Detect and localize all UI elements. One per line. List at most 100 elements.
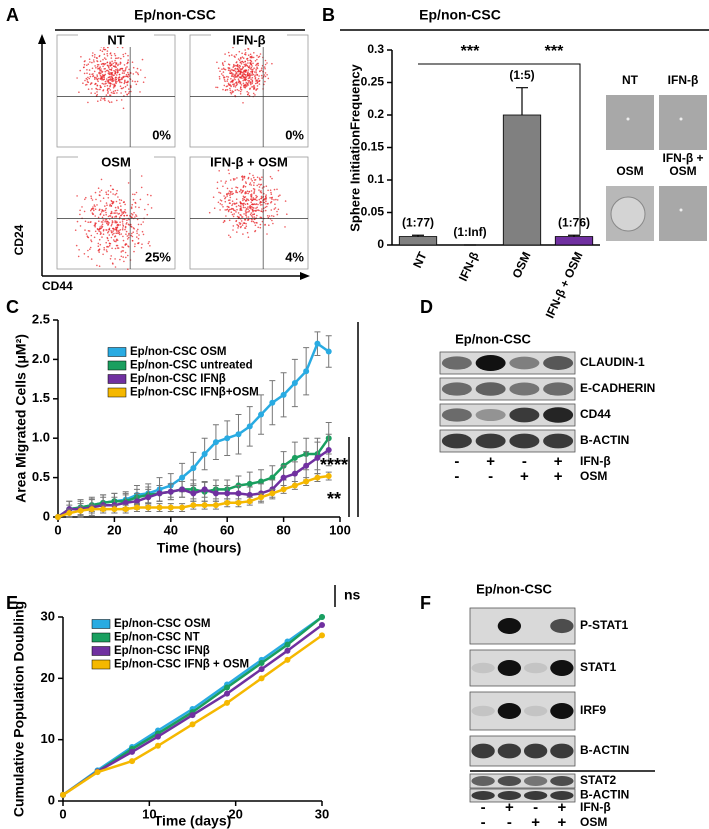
event-dot: [106, 204, 108, 206]
event-dot: [251, 180, 253, 182]
event-dot: [100, 189, 103, 192]
event-dot: [247, 208, 249, 210]
error-bar: [412, 234, 424, 237]
event-dot: [271, 215, 273, 217]
event-dot: [101, 79, 103, 81]
event-dot: [231, 191, 233, 193]
event-dot: [229, 196, 232, 199]
event-dot: [119, 81, 121, 83]
legend-swatch: [91, 659, 111, 670]
event-dot: [251, 86, 253, 88]
event-dot: [122, 86, 125, 89]
event-dot: [89, 248, 91, 250]
event-dot: [245, 212, 247, 215]
event-dot: [88, 77, 91, 80]
event-dot: [113, 92, 116, 94]
event-dot: [244, 181, 247, 183]
event-dot: [116, 212, 118, 214]
event-dot: [135, 83, 138, 86]
event-dot: [105, 241, 107, 244]
event-dot: [244, 210, 247, 212]
event-dot: [121, 213, 123, 215]
point: [122, 499, 129, 506]
event-dot: [270, 193, 273, 195]
event-dot: [247, 59, 249, 62]
event-dot: [84, 229, 86, 231]
event-dot: [92, 59, 95, 61]
event-dot: [259, 184, 262, 186]
event-dot: [94, 205, 96, 208]
event-dot: [107, 246, 110, 248]
event-dot: [242, 195, 245, 198]
event-dot: [234, 86, 237, 88]
event-dot: [136, 80, 139, 83]
event-dot: [124, 228, 126, 231]
event-dot: [261, 176, 263, 178]
value-label: (1:77): [402, 215, 434, 229]
event-dot: [239, 56, 242, 59]
event-dot: [258, 75, 260, 77]
event-dot: [249, 182, 252, 184]
event-dot: [237, 212, 240, 214]
event-dot: [125, 67, 127, 69]
event-dot: [89, 221, 91, 223]
event-dot: [99, 71, 101, 73]
percent-label: 4%: [285, 249, 304, 264]
event-dot: [102, 83, 105, 85]
event-dot: [238, 216, 240, 218]
point: [319, 614, 325, 620]
event-dot: [102, 65, 104, 68]
event-dot: [229, 91, 232, 94]
event-dot: [76, 220, 79, 223]
event-dot: [250, 62, 252, 64]
event-dot: [208, 211, 211, 214]
event-dot: [256, 209, 258, 211]
band: [509, 356, 540, 370]
event-dot: [114, 54, 117, 57]
event-dot: [233, 77, 236, 79]
event-dot: [113, 228, 115, 231]
event-dot: [119, 229, 122, 231]
event-dot: [103, 57, 106, 59]
event-dot: [112, 221, 114, 223]
event-dot: [116, 71, 119, 74]
event-dot: [261, 77, 263, 79]
point: [280, 474, 287, 481]
event-dot: [247, 84, 250, 86]
event-dot: [246, 57, 249, 60]
event-dot: [227, 192, 230, 194]
event-dot: [114, 79, 116, 81]
event-dot: [122, 239, 125, 242]
event-dot: [111, 233, 114, 236]
event-dot: [97, 100, 99, 102]
band: [497, 743, 522, 759]
event-dot: [90, 258, 93, 260]
event-dot: [110, 231, 113, 233]
event-dot: [229, 199, 231, 201]
event-dot: [255, 207, 257, 209]
event-dot: [103, 76, 105, 79]
event-dot: [110, 205, 112, 207]
event-dot: [223, 84, 226, 87]
panel-title: Ep/non-CSC: [419, 7, 501, 23]
event-dot: [93, 204, 96, 206]
event-dot: [96, 74, 98, 76]
legend-label: Ep/non-CSC IFNβ: [114, 645, 210, 657]
event-dot: [105, 249, 108, 251]
event-dot: [253, 216, 256, 218]
event-dot: [252, 210, 254, 213]
blot-strip: [439, 377, 576, 401]
event-dot: [265, 194, 267, 196]
event-dot: [251, 56, 254, 59]
event-dot: [245, 63, 247, 65]
band: [550, 776, 574, 786]
event-dot: [87, 236, 89, 238]
event-dot: [249, 75, 251, 78]
event-dot: [237, 227, 239, 229]
event-dot: [124, 91, 127, 93]
event-dot: [259, 53, 262, 55]
event-dot: [105, 58, 107, 61]
event-dot: [232, 208, 234, 210]
event-dot: [131, 203, 133, 206]
event-dot: [117, 247, 120, 249]
